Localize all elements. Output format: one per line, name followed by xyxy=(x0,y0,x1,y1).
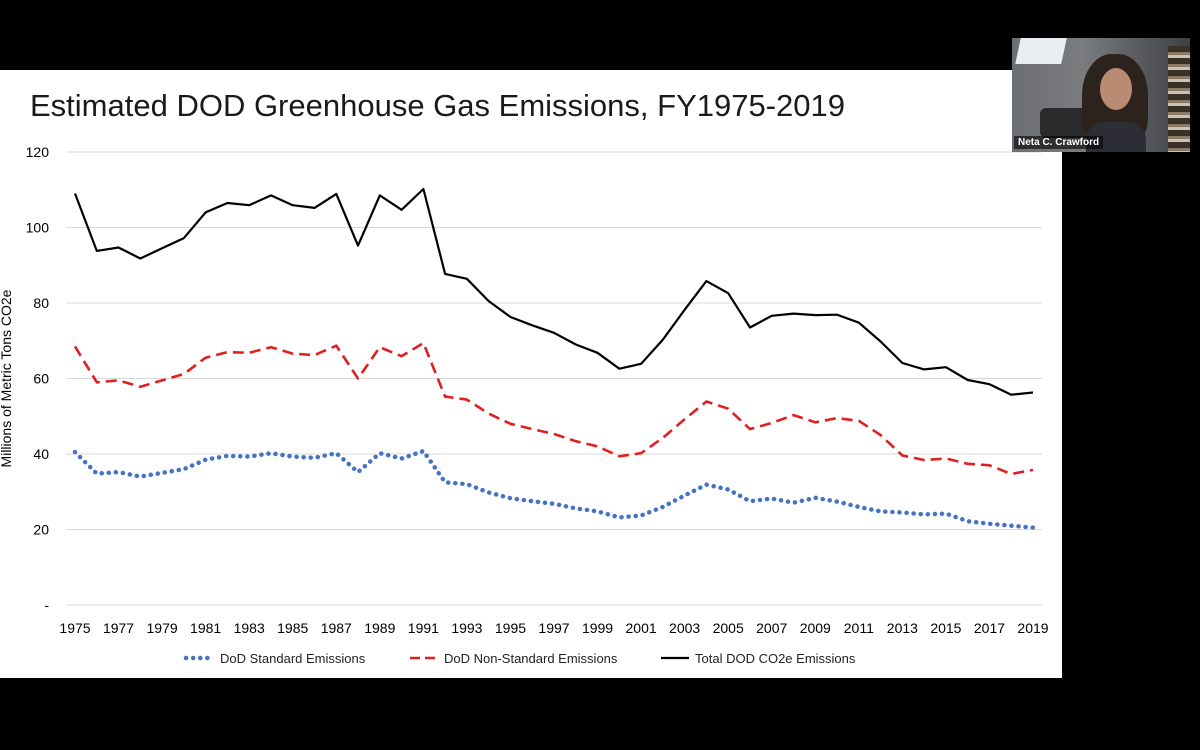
x-tick-label: 1997 xyxy=(538,620,569,636)
x-tick-label: 1975 xyxy=(59,620,90,636)
x-tick-label: 1999 xyxy=(582,620,613,636)
skylight-window xyxy=(1015,38,1067,64)
y-axis-label: Millions of Metric Tons CO2e xyxy=(0,289,14,467)
x-tick-label: 1995 xyxy=(495,620,526,636)
presentation-slide: Estimated DOD Greenhouse Gas Emissions, … xyxy=(0,70,1062,678)
participant-face xyxy=(1100,68,1132,110)
x-tick-label: 1979 xyxy=(147,620,178,636)
participant-name-label: Neta C. Crawford xyxy=(1014,136,1104,149)
x-tick-label: 1989 xyxy=(364,620,395,636)
bookshelf xyxy=(1168,46,1190,152)
x-tick-label: 2017 xyxy=(974,620,1005,636)
x-tick-label: 2011 xyxy=(844,620,874,636)
legend-label-1: DoD Standard Emissions xyxy=(220,651,366,666)
series-line-1 xyxy=(72,448,1036,530)
y-tick-label: - xyxy=(44,597,49,613)
x-tick-label: 2009 xyxy=(800,620,831,636)
x-tick-label: 1985 xyxy=(277,620,308,636)
y-tick-label: 100 xyxy=(26,220,50,236)
x-tick-label: 2005 xyxy=(713,620,744,636)
y-tick-label: 40 xyxy=(33,446,49,462)
y-tick-label: 120 xyxy=(26,144,50,160)
x-tick-label: 2001 xyxy=(626,620,657,636)
legend-label-2: DoD Non-Standard Emissions xyxy=(444,651,618,666)
x-tick-label: 1987 xyxy=(321,620,352,636)
legend-label-3: Total DOD CO2e Emissions xyxy=(695,651,856,666)
y-tick-label: 80 xyxy=(33,295,49,311)
x-tick-label: 1983 xyxy=(234,620,265,636)
x-tick-label: 2019 xyxy=(1017,620,1048,636)
x-tick-label: 1981 xyxy=(190,620,221,636)
x-tick-label: 2013 xyxy=(887,620,918,636)
x-tick-label: 2015 xyxy=(930,620,961,636)
series-line-3 xyxy=(73,187,1034,396)
x-tick-label: 2003 xyxy=(669,620,700,636)
x-tick-label: 2007 xyxy=(756,620,787,636)
x-tick-label: 1991 xyxy=(408,620,439,636)
series-line-2 xyxy=(73,341,1034,476)
video-thumbnail[interactable]: Neta C. Crawford xyxy=(1012,38,1190,152)
x-tick-label: 1993 xyxy=(451,620,482,636)
x-tick-label: 1977 xyxy=(103,620,134,636)
slide-title: Estimated DOD Greenhouse Gas Emissions, … xyxy=(30,88,845,123)
y-tick-label: 20 xyxy=(33,522,49,538)
y-tick-label: 60 xyxy=(33,371,49,387)
line-chart: - 20 40 60 80 100 120 Millions of Metric Tons C… xyxy=(0,144,1049,666)
